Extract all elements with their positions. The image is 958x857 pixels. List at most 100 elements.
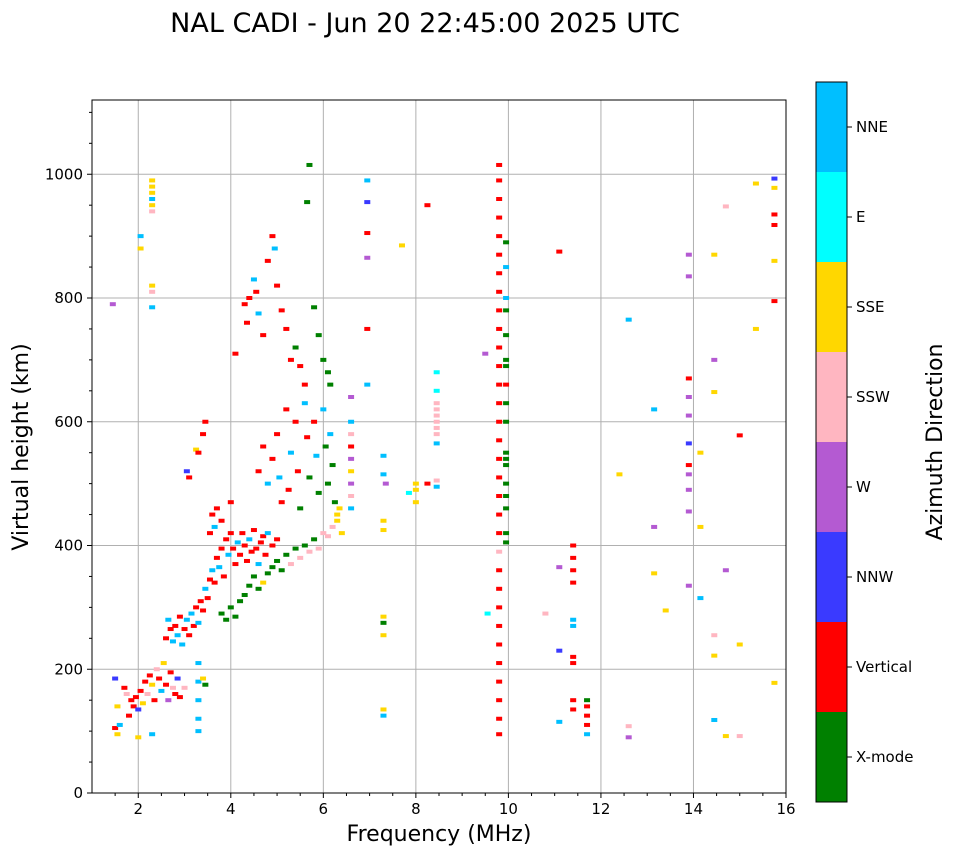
data-point (556, 648, 563, 653)
data-point (264, 531, 271, 536)
data-point (496, 642, 503, 647)
data-point (264, 481, 271, 486)
data-point (255, 562, 262, 567)
data-point (292, 419, 299, 424)
data-point (230, 546, 237, 551)
data-point (176, 614, 183, 619)
data-point (324, 481, 331, 486)
data-point (348, 444, 355, 449)
colorbar-segment (816, 352, 847, 442)
data-point (306, 475, 313, 480)
colorbar-label: SSW (856, 388, 890, 406)
data-point (496, 382, 503, 387)
y-tick-label: 600 (54, 413, 83, 431)
x-tick-label: 16 (776, 800, 795, 818)
data-point (137, 246, 144, 251)
data-point (146, 673, 153, 678)
data-point (186, 633, 193, 638)
data-point (503, 456, 510, 461)
data-point (685, 441, 692, 446)
data-point (130, 704, 137, 709)
data-point (711, 252, 718, 257)
data-point (172, 692, 179, 696)
data-point (149, 197, 156, 201)
data-point (771, 222, 778, 227)
data-point (570, 555, 577, 560)
data-point (301, 401, 308, 406)
colorbar-label: Vertical (856, 658, 912, 676)
data-point (320, 357, 327, 362)
data-point (424, 203, 431, 208)
data-point (685, 463, 692, 468)
data-point (722, 568, 729, 573)
data-point (151, 698, 158, 703)
y-axis: 0 200 400 600 800 1000 (45, 111, 92, 802)
data-point (380, 472, 387, 477)
data-point (304, 200, 311, 205)
data-point (195, 729, 202, 734)
colorbar-label: SSE (856, 298, 885, 316)
data-point (322, 444, 329, 449)
data-point (274, 283, 281, 288)
x-tick-label: 2 (133, 800, 143, 818)
data-point (348, 481, 355, 486)
data-point (149, 732, 156, 737)
data-point (283, 326, 290, 331)
data-point (542, 611, 549, 616)
data-point (570, 661, 577, 666)
y-tick-label: 200 (54, 660, 83, 678)
data-point (174, 633, 181, 638)
data-point (255, 311, 262, 316)
data-point (685, 252, 692, 257)
data-point (771, 299, 778, 304)
data-point (218, 518, 225, 523)
data-point (195, 698, 202, 703)
data-point (484, 611, 491, 616)
data-point (503, 357, 510, 362)
data-point (685, 395, 692, 399)
data-point (482, 351, 489, 356)
data-point (329, 524, 336, 529)
data-point (736, 642, 743, 647)
colorbar-label: E (856, 208, 865, 226)
data-point (382, 481, 389, 486)
data-point (685, 583, 692, 588)
data-point (771, 185, 778, 190)
colorbar-label: X-mode (856, 748, 913, 766)
data-point (283, 407, 290, 412)
x-tick-label: 4 (226, 800, 236, 818)
data-point (195, 661, 202, 666)
data-point (237, 552, 244, 557)
data-point (123, 692, 130, 696)
data-point (195, 716, 202, 721)
data-point (570, 580, 577, 585)
data-point (211, 524, 218, 529)
colorbar-segment (816, 442, 847, 532)
data-point (348, 469, 355, 474)
data-point (496, 456, 503, 461)
data-point (496, 326, 503, 331)
colorbar-title: Azimuth Direction (923, 343, 948, 540)
data-point (685, 472, 692, 477)
data-point (496, 586, 503, 591)
data-point (711, 653, 718, 658)
data-point (232, 614, 239, 619)
data-point (285, 487, 292, 492)
data-point (496, 271, 503, 276)
data-point (327, 382, 334, 387)
data-point (496, 308, 503, 313)
data-point (380, 528, 387, 533)
data-point (301, 382, 308, 387)
data-point (496, 475, 503, 480)
data-point (216, 565, 223, 570)
data-point (255, 469, 262, 474)
colorbar-segment (816, 532, 847, 622)
data-point (496, 215, 503, 220)
data-point (503, 506, 510, 511)
plot-area (92, 100, 786, 793)
data-point (253, 289, 260, 294)
data-point (223, 537, 230, 542)
data-point (306, 549, 313, 554)
data-point (186, 475, 193, 480)
data-point (195, 679, 202, 684)
